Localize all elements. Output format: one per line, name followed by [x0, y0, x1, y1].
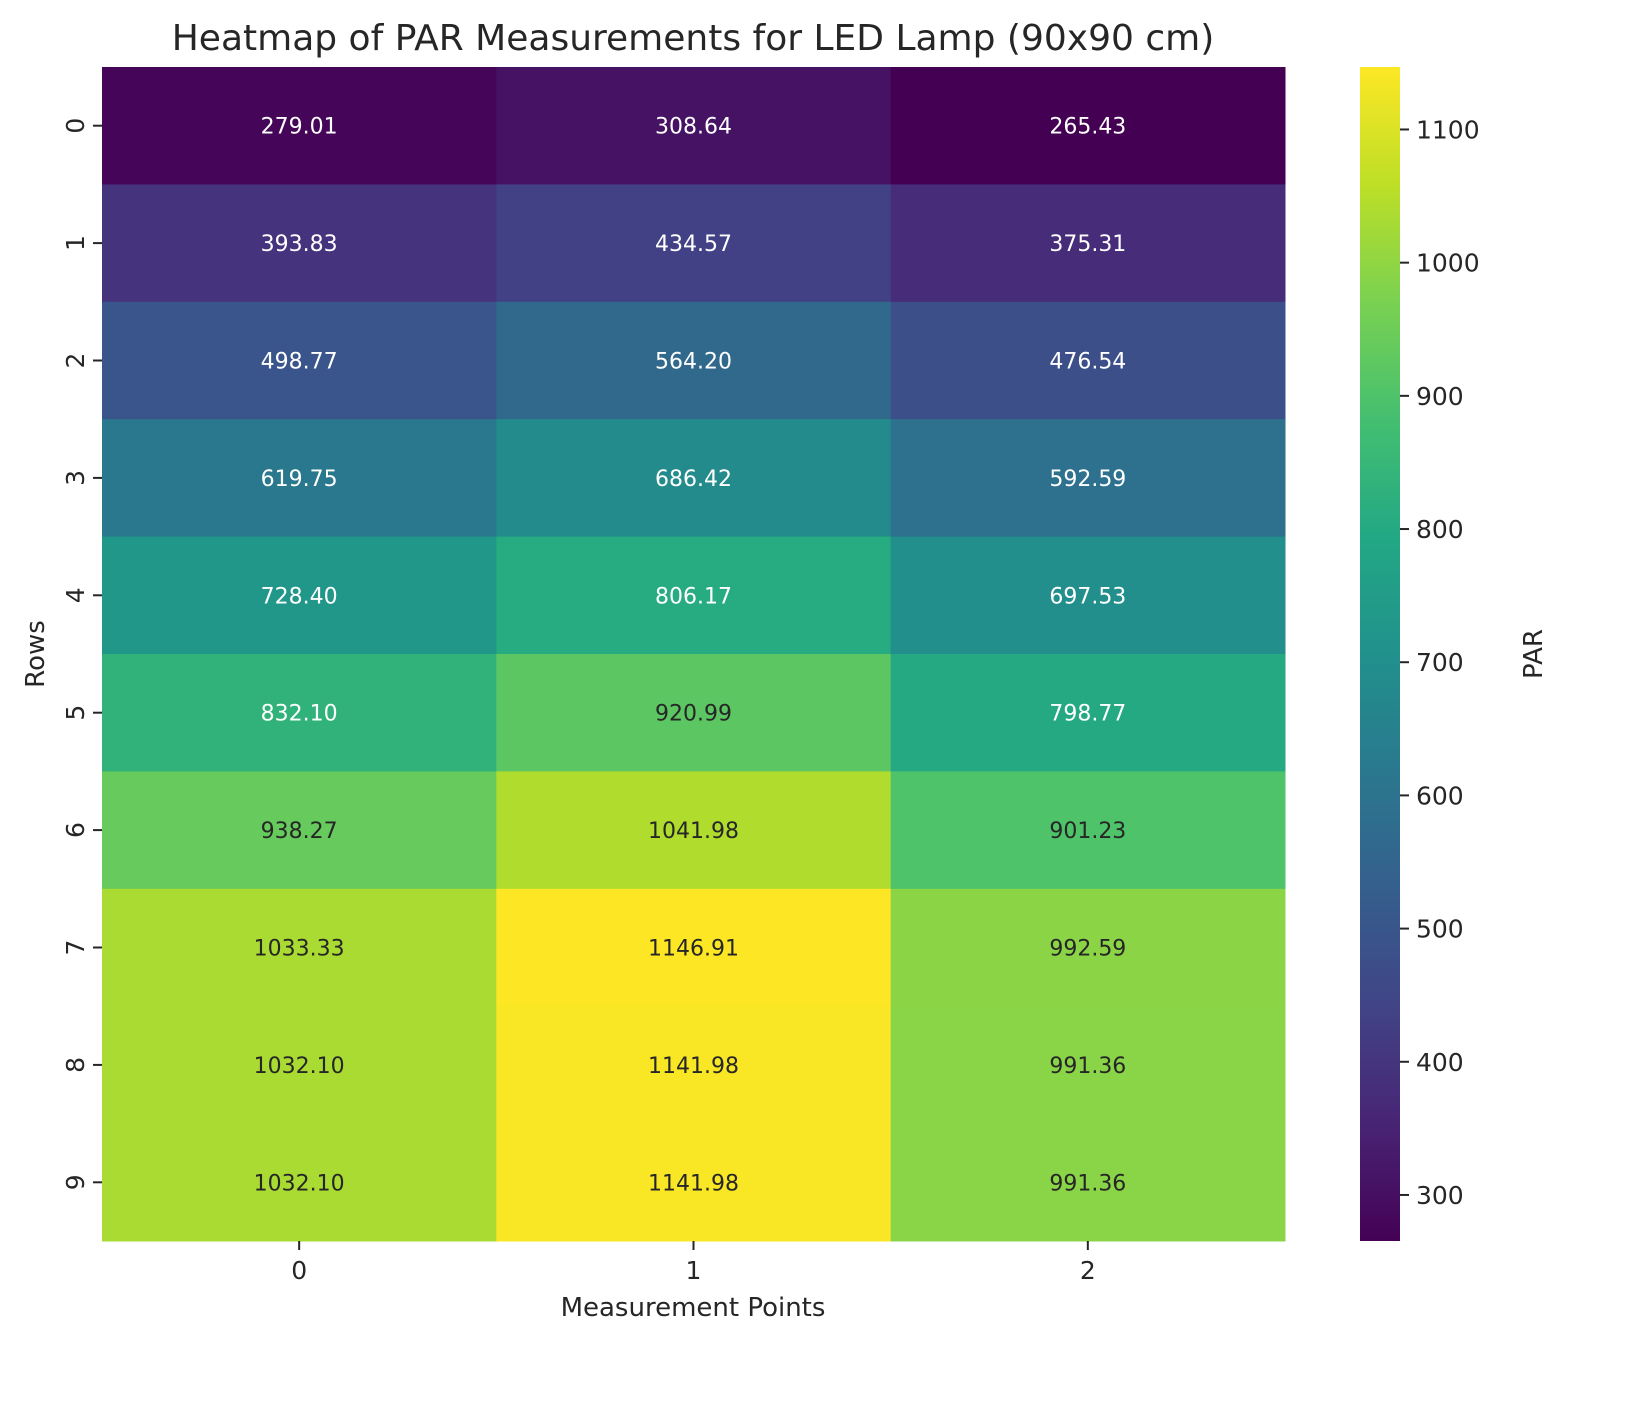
colorbar-tick-label: 1100	[1416, 115, 1480, 144]
heatmap-cell	[890, 1123, 1286, 1242]
heatmap-cell	[496, 654, 892, 772]
cell-value-label: 991.36	[1049, 1171, 1126, 1196]
cell-value-label: 265.43	[1049, 115, 1126, 140]
heatmap-cell	[496, 771, 892, 890]
y-tick-label: 0	[61, 118, 90, 134]
cell-value-label: 832.10	[261, 702, 338, 727]
cell-value-label: 686.42	[655, 467, 732, 492]
heatmap-cell	[496, 67, 892, 185]
heatmap-cell	[102, 536, 497, 655]
cell-value-label: 1141.98	[648, 1054, 739, 1079]
cell-value-label: 279.01	[261, 115, 338, 140]
cell-value-label: 728.40	[261, 584, 338, 609]
heatmap-cell	[890, 888, 1286, 1007]
heatmap-cell	[890, 536, 1286, 655]
heatmap-cell	[102, 184, 497, 303]
chart-title: Heatmap of PAR Measurements for LED Lamp…	[172, 18, 1215, 59]
x-tick-label: 2	[1080, 1256, 1096, 1285]
heatmap-cell	[890, 301, 1286, 420]
cell-value-label: 308.64	[655, 115, 732, 140]
colorbar-tick-label: 600	[1416, 781, 1464, 810]
heatmap-cell	[496, 184, 892, 303]
x-tick-label: 1	[686, 1256, 702, 1285]
heatmap-cell	[890, 654, 1286, 772]
x-axis: 0 1 2	[291, 1241, 1096, 1285]
heatmap-cell	[890, 1006, 1286, 1125]
colorbar-tick-label: 800	[1416, 515, 1464, 544]
x-axis-label: Measurement Points	[561, 1293, 826, 1323]
cell-value-label: 375.31	[1049, 232, 1126, 257]
cell-value-label: 393.83	[261, 232, 338, 257]
y-tick-label: 2	[61, 353, 90, 369]
heatmap-cell	[102, 1006, 497, 1125]
cell-value-label: 1146.91	[648, 937, 739, 962]
cell-value-label: 938.27	[261, 819, 338, 844]
x-tick-label: 0	[291, 1256, 307, 1285]
heatmap-cell	[496, 1006, 892, 1125]
heatmap-cells: 279.01 308.64 265.43 393.83 434.57 375.31 498.…	[102, 67, 1286, 1242]
cell-value-label: 498.77	[261, 350, 338, 375]
heatmap-cell	[102, 301, 497, 420]
heatmap-cell	[496, 419, 892, 538]
heatmap-cell	[890, 771, 1286, 890]
colorbar-tick-label: 300	[1416, 1181, 1464, 1210]
heatmap-cell	[890, 67, 1286, 185]
colorbar-tick-label: 400	[1416, 1048, 1464, 1077]
y-tick-label: 9	[61, 1174, 90, 1190]
cell-value-label: 806.17	[655, 584, 732, 609]
cell-value-label: 1033.33	[254, 937, 345, 962]
heatmap-cell	[496, 536, 892, 655]
y-axis-label: Rows	[21, 620, 51, 688]
y-axis: 0 1 2 3 4 5 6 7 8 9	[61, 118, 102, 1190]
heatmap-cell	[496, 301, 892, 420]
heatmap-cell	[496, 1123, 892, 1242]
heatmap-cell	[102, 419, 497, 538]
colorbar-tick-label: 500	[1416, 915, 1464, 944]
cell-value-label: 619.75	[261, 467, 338, 492]
heatmap-cell	[890, 184, 1286, 303]
colorbar-tick-label: 900	[1416, 382, 1464, 411]
cell-value-label: 1032.10	[254, 1171, 345, 1196]
colorbar: 300 400 500 600 700 800 900 1000 1100	[1360, 67, 1480, 1241]
heatmap-cell	[102, 888, 497, 1007]
cell-value-label: 1141.98	[648, 1171, 739, 1196]
cell-value-label: 564.20	[655, 350, 732, 375]
heatmap-cell	[102, 771, 497, 890]
colorbar-tick-label: 700	[1416, 648, 1464, 677]
cell-value-label: 697.53	[1049, 584, 1126, 609]
heatmap-cell	[496, 888, 892, 1007]
cell-value-label: 901.23	[1049, 819, 1126, 844]
heatmap-cell	[890, 419, 1286, 538]
cell-value-label: 1041.98	[648, 819, 739, 844]
y-tick-label: 8	[61, 1057, 90, 1073]
y-tick-label: 7	[61, 940, 90, 956]
cell-value-label: 592.59	[1049, 467, 1126, 492]
cell-value-label: 434.57	[655, 232, 732, 257]
cell-value-label: 798.77	[1049, 702, 1126, 727]
colorbar-gradient	[1360, 67, 1400, 1241]
cell-value-label: 992.59	[1049, 937, 1126, 962]
y-tick-label: 4	[61, 587, 90, 603]
heatmap-cell	[102, 1123, 497, 1242]
heatmap-cell	[102, 67, 497, 185]
cell-value-label: 476.54	[1049, 350, 1126, 375]
y-tick-label: 1	[61, 235, 90, 251]
cell-value-label: 920.99	[655, 702, 732, 727]
colorbar-label: PAR	[1519, 629, 1549, 679]
y-tick-label: 3	[61, 470, 90, 486]
cell-value-label: 1032.10	[254, 1054, 345, 1079]
colorbar-tick-label: 1000	[1416, 249, 1480, 278]
heatmap-cell	[102, 654, 497, 772]
y-tick-label: 5	[61, 705, 90, 721]
cell-value-label: 991.36	[1049, 1054, 1126, 1079]
y-tick-label: 6	[61, 822, 90, 838]
